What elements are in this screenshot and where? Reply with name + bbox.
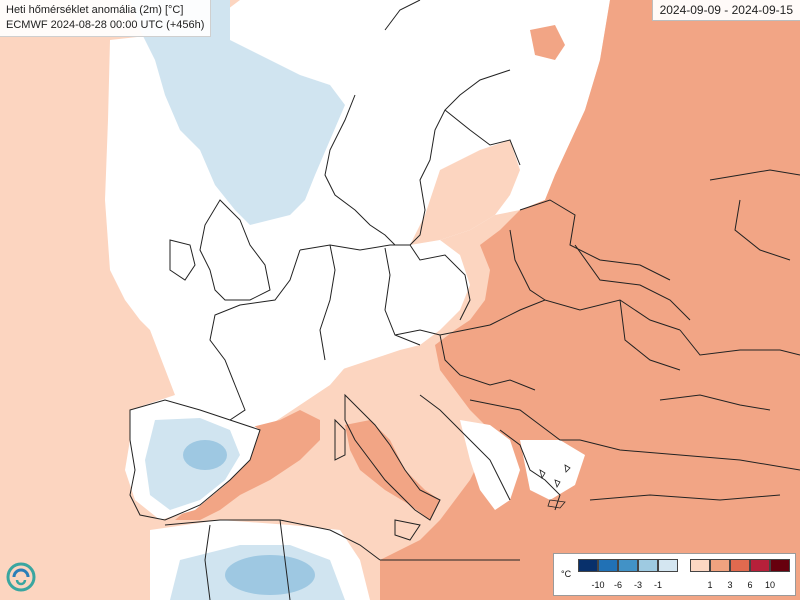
neutral-balkans bbox=[460, 420, 520, 510]
legend-swatch-cold-1 bbox=[578, 559, 598, 572]
legend-swatch-warm-3 bbox=[730, 559, 750, 572]
legend-unit: °C bbox=[561, 569, 572, 579]
legend-tick: -3 bbox=[633, 580, 642, 590]
legend-tick: 3 bbox=[727, 580, 733, 590]
map-subtitle: ECMWF 2024-08-28 00:00 UTC (+456h) bbox=[6, 19, 205, 31]
legend-swatch-warm-2 bbox=[710, 559, 730, 572]
legend-swatch-cold-5 bbox=[658, 559, 678, 572]
legend-tick: -1 bbox=[653, 580, 662, 590]
legend-tick: -6 bbox=[613, 580, 622, 590]
neutral-aegean bbox=[520, 440, 585, 500]
color-legend: °C -10 -6 -3 -1 1 3 6 10 bbox=[553, 553, 796, 596]
legend-swatch-cold-4 bbox=[638, 559, 658, 572]
legend-swatch-cold-3 bbox=[618, 559, 638, 572]
cold-zone-northsea bbox=[130, 0, 345, 225]
map-title-box: Heti hőmérséklet anomália (2m) [°C] ECMW… bbox=[0, 0, 212, 37]
period-label: 2024-09-09 - 2024-09-15 bbox=[651, 0, 800, 21]
ecmwf-logo-icon bbox=[6, 562, 36, 592]
legend-swatch-warm-1 bbox=[690, 559, 710, 572]
neutral-central-europe bbox=[285, 240, 470, 380]
legend-tick: 1 bbox=[707, 580, 713, 590]
legend-swatch-warm-5 bbox=[770, 559, 790, 572]
cold-core-spain bbox=[183, 440, 227, 470]
warm-zone-north-spot bbox=[530, 25, 565, 60]
britain-neutral bbox=[190, 210, 270, 300]
aegean-islands bbox=[539, 464, 571, 509]
legend-swatch-cold-2 bbox=[598, 559, 618, 572]
country-borders bbox=[129, 0, 800, 600]
legend-tick: 6 bbox=[747, 580, 753, 590]
lightwarm-baltic bbox=[410, 140, 520, 250]
warm-zone-italy bbox=[345, 420, 440, 520]
map-title: Heti hőmérséklet anomália (2m) [°C] bbox=[6, 4, 184, 16]
cold-core-africa bbox=[225, 555, 315, 595]
legend-tick: -10 bbox=[591, 580, 605, 590]
warm-patch-atlantic bbox=[0, 250, 15, 330]
legend-tick: 10 bbox=[764, 580, 775, 590]
legend-swatch-warm-4 bbox=[750, 559, 770, 572]
